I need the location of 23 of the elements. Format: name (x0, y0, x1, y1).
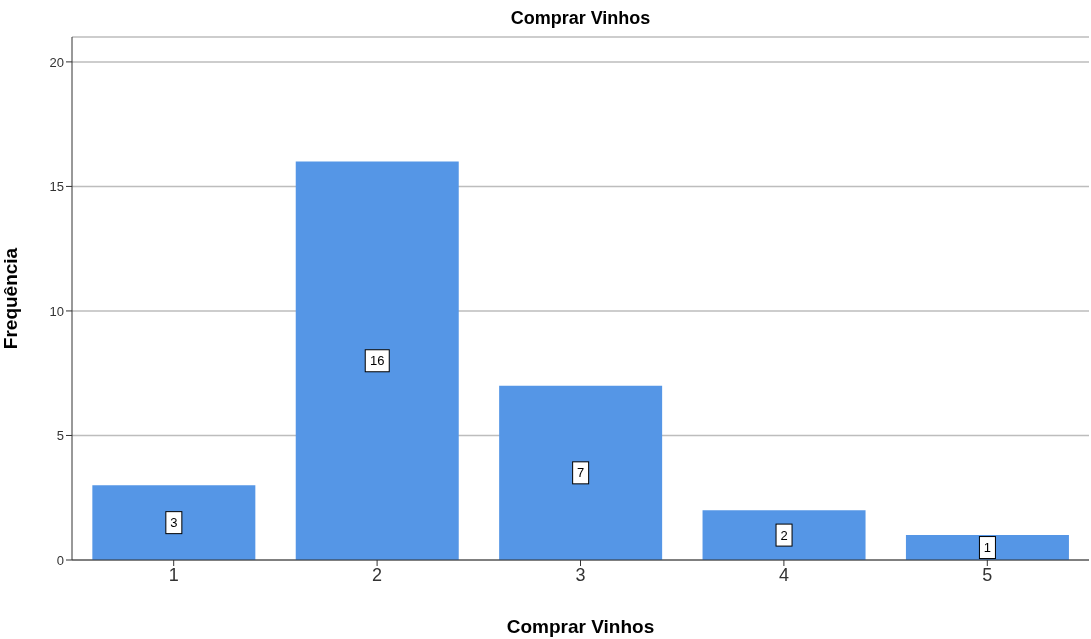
bar (702, 510, 866, 560)
y-tick-label: 20 (49, 54, 64, 70)
x-tick-label: 5 (982, 564, 993, 585)
chart-title: Comprar Vinhos (509, 8, 652, 29)
y-tick-label: 15 (49, 179, 64, 195)
data-label: 1 (983, 540, 992, 556)
y-tick-label: 5 (56, 428, 64, 444)
x-tick-label: 2 (372, 564, 383, 585)
y-tick-label: 0 (56, 552, 64, 568)
x-tick-label: 4 (778, 564, 789, 585)
x-tick-label: 1 (168, 564, 179, 585)
data-label: 3 (170, 515, 178, 531)
bar (499, 385, 663, 560)
bar (905, 535, 1069, 560)
x-axis-title: Comprar Vinhos (506, 616, 655, 637)
data-label: 7 (577, 465, 585, 481)
data-label: 2 (780, 527, 788, 543)
x-tick-label: 3 (575, 564, 586, 585)
y-tick-label: 10 (49, 303, 64, 319)
y-axis-title: Frequência (0, 247, 21, 350)
bar (92, 485, 256, 560)
bar (295, 161, 459, 560)
data-label: 16 (370, 353, 385, 369)
